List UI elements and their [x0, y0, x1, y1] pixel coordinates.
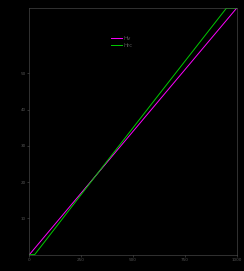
Hrc — [28, 253, 31, 256]
Hrc — [225, 7, 228, 10]
Line: Hrc: Hrc — [29, 8, 237, 255]
Hv — [140, 120, 143, 123]
Hrc — [235, 7, 238, 10]
Legend: Hv, Hrc: Hv, Hrc — [111, 36, 133, 48]
Hv — [235, 7, 238, 10]
Hv — [151, 106, 154, 109]
Hv — [128, 134, 131, 138]
Hrc — [126, 133, 129, 136]
Hrc — [140, 115, 143, 118]
Hrc — [231, 7, 234, 10]
Hv — [126, 136, 129, 139]
Hrc — [198, 41, 201, 44]
Hv — [230, 12, 233, 16]
Line: Hv: Hv — [29, 8, 237, 255]
Hv — [198, 51, 201, 54]
Hrc — [151, 101, 154, 104]
Hrc — [128, 131, 131, 134]
Hv — [28, 253, 31, 256]
